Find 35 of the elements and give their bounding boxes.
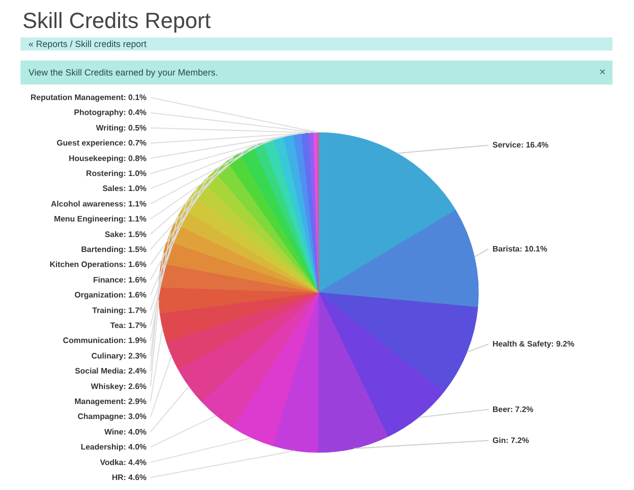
- slice-label: Leadership: 4.0%: [80, 442, 147, 452]
- slice-label: Culinary: 2.3%: [91, 351, 147, 360]
- slice-label: Photography: 0.4%: [74, 108, 146, 118]
- slice-label: Housekeeping: 0.8%: [68, 154, 147, 163]
- slice-label: Beer: 7.2%: [492, 404, 534, 414]
- slice-label: Health & Safety: 9.2%: [492, 340, 574, 349]
- text: View the Skill Credits earned by your Members.: [28, 68, 218, 78]
- slice-label: Whiskey: 2.6%: [90, 382, 146, 391]
- slice-label: Training: 1.7%: [92, 306, 146, 315]
- slice-label: Service: 16.4%: [492, 140, 549, 150]
- slice-label: Wine: 4.0%: [104, 427, 147, 436]
- slice-label: Rostering: 1.0%: [86, 169, 147, 178]
- slice-label: Tea: 1.7%: [110, 321, 146, 330]
- slice-label: Vodka: 4.4%: [100, 458, 147, 467]
- slice-label: Management: 2.9%: [74, 397, 147, 406]
- slice-label: Guest experience: 0.7%: [56, 138, 147, 148]
- slice-label: Writing: 0.5%: [96, 123, 147, 132]
- slice-label: Reputation Management: 0.1%: [30, 93, 146, 102]
- slice-label: Finance: 1.6%: [93, 275, 147, 284]
- chart-title: Skill Credits Report: [22, 8, 211, 33]
- slice-label: Organization: 1.6%: [74, 290, 147, 300]
- slice-label: Communication: 1.9%: [62, 336, 147, 346]
- slice-label: Sake: 1.5%: [104, 230, 147, 239]
- slice-label: Champagne: 3.0%: [78, 412, 146, 422]
- slice-label: Kitchen Operations: 1.6%: [50, 260, 147, 270]
- text: ×: [599, 66, 606, 78]
- slice-label: Menu Engineering: 1.1%: [54, 214, 147, 224]
- slice-label: HR: 4.6%: [112, 473, 147, 482]
- text: « Reports / Skill credits report: [28, 39, 148, 49]
- slice-label: Bartending: 1.5%: [81, 245, 146, 254]
- slice-label: Sales: 1.0%: [102, 184, 147, 194]
- slice-label: Barista: 10.1%: [492, 244, 548, 254]
- slice-label: Gin: 7.2%: [492, 436, 529, 446]
- slice-label: Social Media: 2.4%: [74, 366, 147, 376]
- slice-label: Alcohol awareness: 1.1%: [50, 199, 146, 208]
